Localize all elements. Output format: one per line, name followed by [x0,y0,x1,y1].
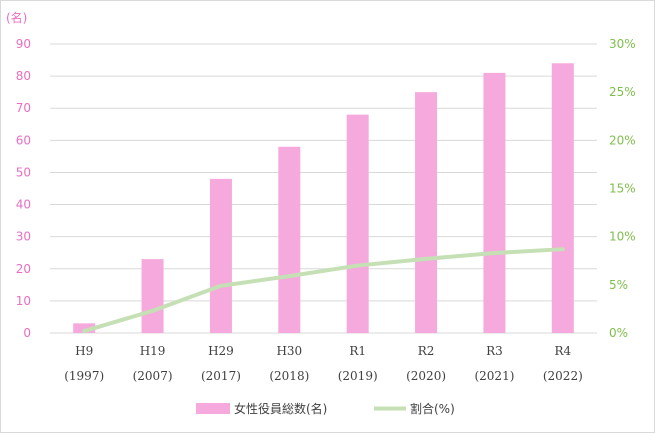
left-tick-label-4: 40 [16,198,31,212]
bar-4 [346,114,369,334]
category-year-label-2: (2017) [201,369,241,383]
category-year-label-6: (2021) [474,369,514,383]
bar-0 [73,323,96,333]
ratio-line [82,247,565,334]
bar-series [73,63,574,334]
bar-3 [278,146,301,333]
category-year-label-0: (1997) [64,369,104,383]
category-labels: H9 (1997) H19 (2007) H29 (2017) H30 (2018) R1 (20… [64,344,583,383]
category-label-4: R1 [349,344,366,358]
category-label-5: R2 [418,344,435,358]
right-axis-ticks: 0% 5% 10% 15% 20% 25% 30% [609,37,636,340]
legend-line-label: 割合(%) [410,401,455,416]
category-label-7: R4 [554,344,571,358]
left-tick-label-1: 10 [16,294,31,308]
bar-2 [209,178,232,333]
right-tick-label-4: 20% [609,133,636,147]
legend: 女性役員総数(名) 割合(%) [196,401,455,416]
legend-bar-swatch [196,403,230,414]
right-tick-label-6: 30% [609,37,636,51]
left-tick-label-7: 70 [16,101,31,115]
category-year-label-1: (2007) [133,369,173,383]
left-tick-label-8: 80 [16,69,31,83]
category-year-label-3: (2018) [269,369,309,383]
gridlines [50,43,597,334]
category-label-6: R3 [486,344,503,358]
left-tick-label-3: 30 [16,230,31,244]
left-tick-label-5: 50 [16,165,31,179]
left-tick-label-6: 60 [16,133,31,147]
category-label-3: H30 [276,344,302,358]
bar-1 [141,259,164,333]
right-tick-label-0: 0% [609,326,628,340]
category-label-0: H9 [75,344,93,358]
bar-5 [415,92,438,334]
legend-bar-label: 女性役員総数(名) [234,401,327,416]
left-tick-label-0: 0 [23,326,31,340]
left-tick-label-9: 90 [16,37,31,51]
category-label-1: H19 [140,344,166,358]
left-axis-ticks: 0 10 20 30 40 50 60 70 80 90 [16,37,31,340]
category-year-label-4: (2019) [338,369,378,383]
right-tick-label-3: 15% [609,182,636,196]
bar-6 [483,72,506,334]
line-series [82,247,565,334]
y-axis-unit-label: (名) [6,10,27,25]
bar-7 [551,63,574,334]
category-year-label-5: (2020) [406,369,446,383]
left-tick-label-2: 20 [16,262,31,276]
right-tick-label-1: 5% [609,278,628,292]
category-year-label-7: (2022) [543,369,583,383]
right-tick-label-5: 25% [609,85,636,99]
category-label-2: H29 [208,344,234,358]
right-tick-label-2: 10% [609,230,636,244]
